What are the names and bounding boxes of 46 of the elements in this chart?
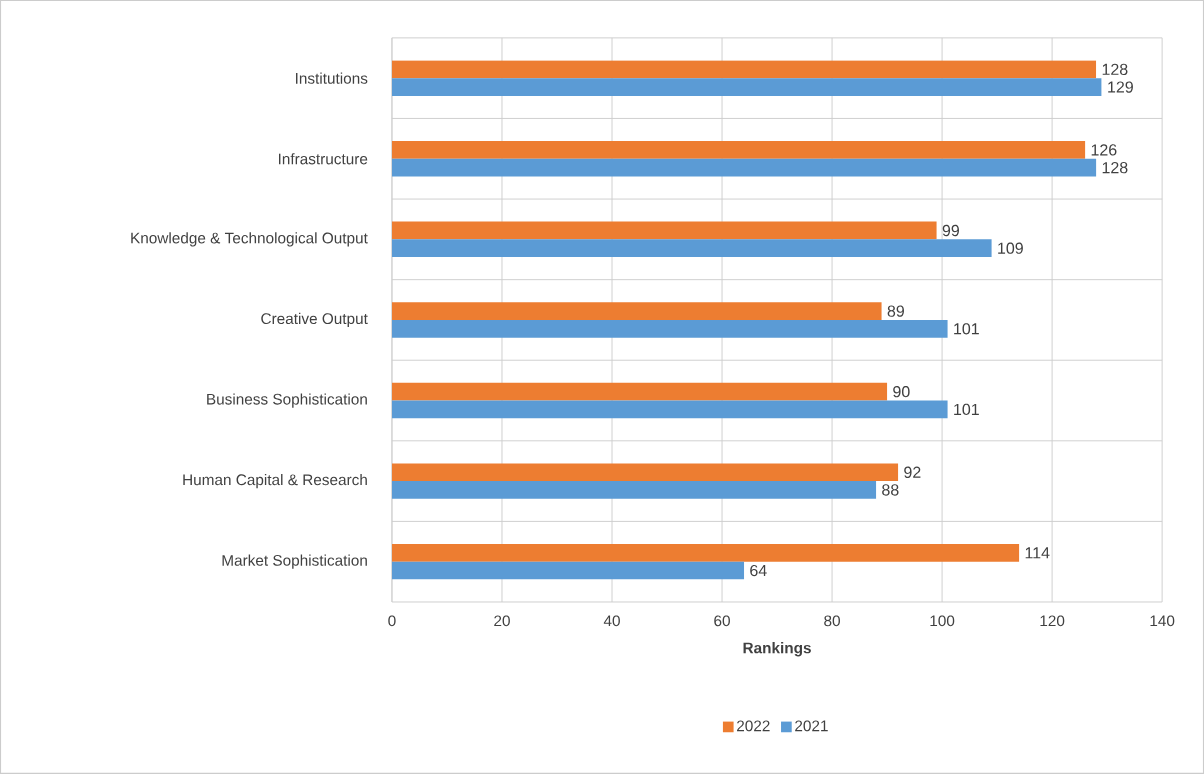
x-tick-label: 60	[714, 615, 730, 627]
data-label: 89	[887, 305, 904, 317]
y-tick-label: Infrastructure	[278, 153, 368, 165]
data-label: 88	[882, 484, 899, 496]
bar	[391, 141, 1086, 159]
bar	[391, 319, 948, 338]
bar	[391, 400, 948, 419]
legend-label: 2022	[737, 720, 770, 732]
data-label: 101	[954, 403, 979, 416]
bar	[391, 158, 1097, 177]
data-label: 114	[1025, 547, 1050, 559]
x-tick-label: 40	[603, 615, 620, 627]
legend-label: 2021	[795, 720, 828, 732]
x-tick-label: 140	[1150, 615, 1175, 627]
bar	[391, 60, 1097, 79]
data-label: 90	[893, 386, 910, 398]
data-label: 101	[954, 323, 979, 335]
data-label: 109	[998, 242, 1023, 254]
x-tick-label: 120	[1040, 615, 1065, 627]
data-label: 129	[1108, 81, 1133, 93]
bar	[391, 561, 745, 580]
x-tick-label: 80	[824, 615, 840, 627]
y-tick-label: Business Sophistication	[207, 393, 367, 408]
data-label: 128	[1102, 63, 1128, 76]
bar	[391, 302, 882, 320]
y-tick-label: Knowledge & Technological Output	[131, 232, 368, 247]
x-tick-label: 20	[494, 615, 510, 627]
bar	[391, 221, 937, 240]
y-tick-label: Human Capital & Research	[183, 474, 367, 489]
data-label: 99	[942, 224, 959, 237]
bar	[391, 481, 877, 499]
bar	[391, 382, 888, 401]
data-label: 64	[750, 564, 767, 577]
data-label: 126	[1091, 144, 1117, 156]
y-tick-label: Institutions	[296, 72, 368, 84]
bar	[391, 78, 1102, 96]
x-tick-label: 100	[930, 615, 955, 627]
y-tick-label: Market Sophistication	[222, 554, 367, 569]
x-tick-label: 0	[388, 615, 396, 627]
data-label: 128	[1102, 162, 1128, 174]
bar	[391, 544, 1020, 562]
bar	[391, 239, 992, 258]
x-axis-title: Rankings	[743, 642, 811, 657]
data-label: 92	[904, 466, 921, 478]
bar	[391, 463, 899, 482]
y-tick-label: Creative Output	[261, 312, 368, 328]
